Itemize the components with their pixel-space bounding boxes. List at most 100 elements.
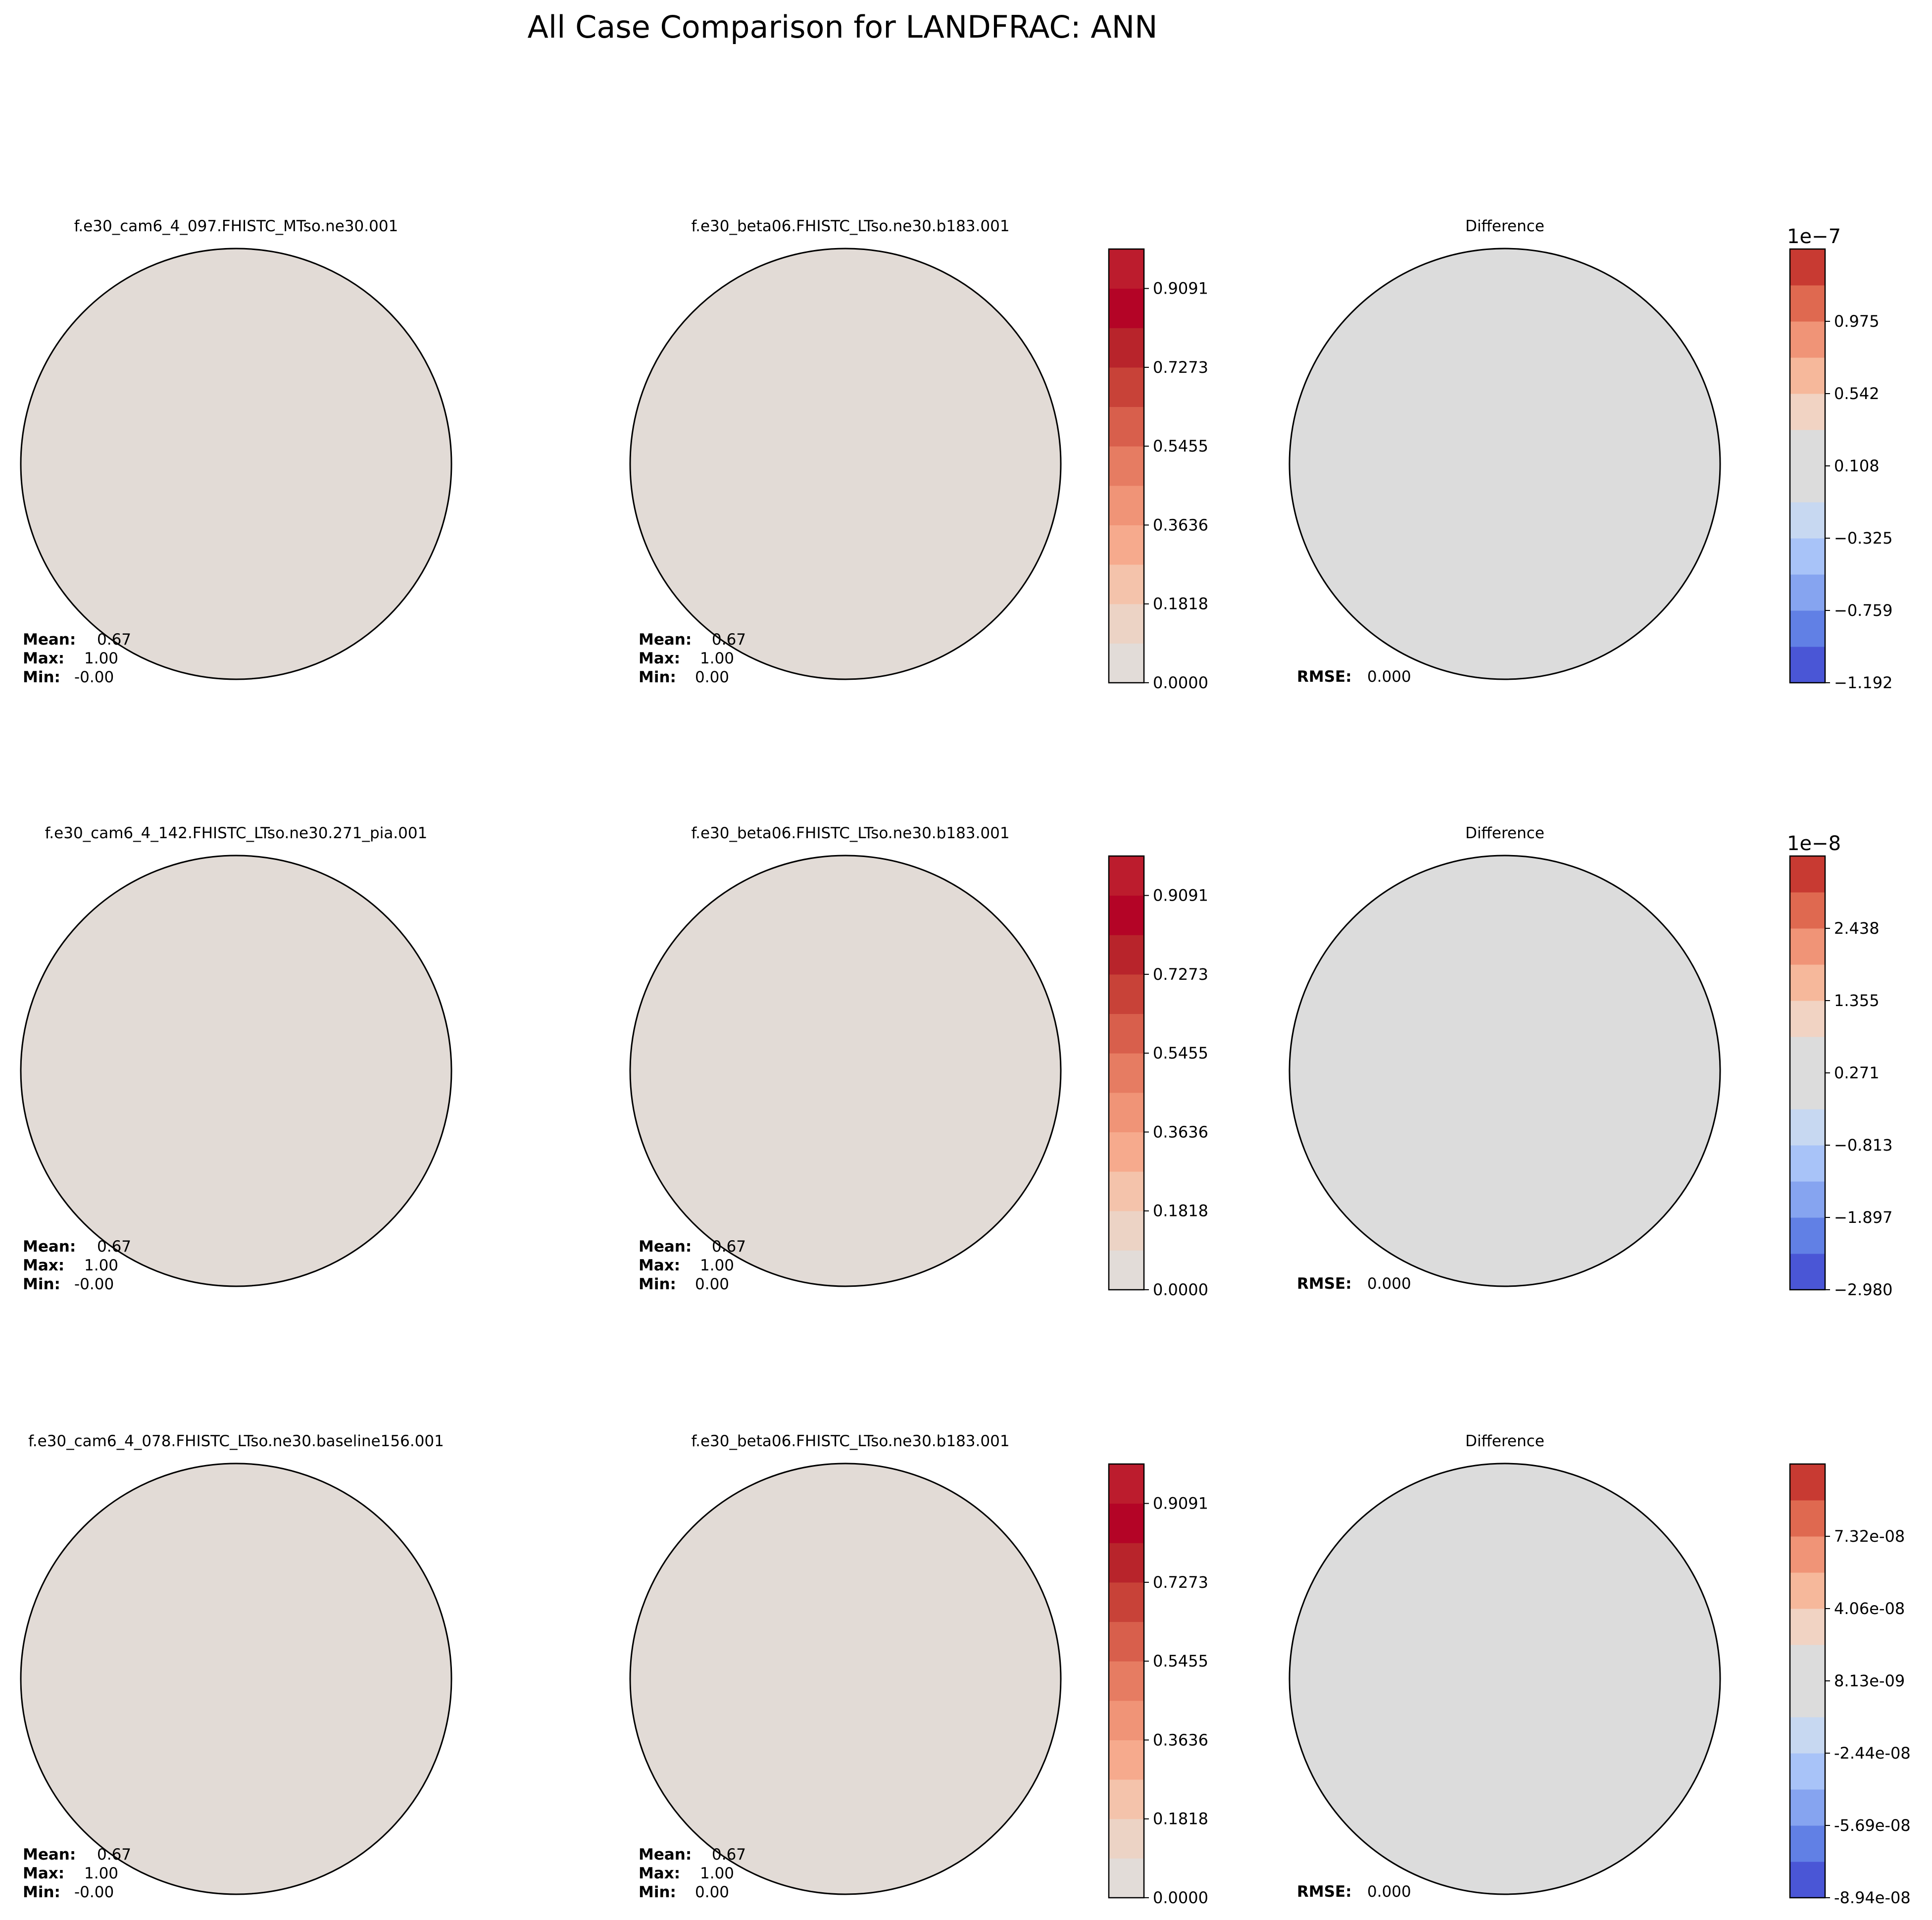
diff-colorbar-tick-label: 0.108	[1834, 456, 1880, 475]
field-colorbar-swatch	[1109, 288, 1144, 328]
field-colorbar-swatch	[1109, 1503, 1144, 1543]
field-colorbar-tick-label: 0.7273	[1153, 358, 1208, 377]
stat-label: Max:	[23, 1257, 64, 1274]
ocean-fill	[1289, 249, 1720, 679]
baseline-case-panel: f.e30_beta06.FHISTC_LTso.ne30.b183.001 Me…	[629, 1432, 1208, 1907]
stat-value: 0.67	[712, 1846, 746, 1864]
diff-colorbar-swatch	[1790, 1217, 1825, 1254]
diff-colorbar-tick-label: −0.325	[1834, 529, 1892, 548]
diff-colorbar-swatch	[1790, 1037, 1825, 1073]
field-colorbar-tick-label: 0.9091	[1153, 886, 1208, 905]
field-colorbar-swatch	[1109, 643, 1144, 683]
field-colorbar-swatch	[1109, 1858, 1144, 1898]
diff-colorbar-swatch	[1790, 1109, 1825, 1146]
diff-colorbar-tick-label: 4.06e-08	[1834, 1599, 1905, 1618]
field-colorbar-tick-label: 0.3636	[1153, 1122, 1208, 1141]
stat-label: Mean:	[23, 631, 76, 649]
diff-colorbar-swatch	[1790, 1145, 1825, 1182]
ocean-fill	[630, 249, 1061, 679]
diff-colorbar-swatch	[1790, 1073, 1825, 1110]
field-colorbar-tick-label: 0.9091	[1153, 1494, 1208, 1513]
map-boundary	[1288, 1463, 1721, 1895]
diff-colorbar-swatch	[1790, 321, 1825, 358]
field-colorbar-swatch	[1109, 1819, 1144, 1859]
panel-row: f.e30_cam6_4_078.FHISTC_LTso.ne30.baseli…	[20, 1432, 1911, 1907]
ocean-fill	[21, 1464, 451, 1894]
stat-label: Max:	[639, 1865, 680, 1882]
diff-colorbar-swatch	[1790, 394, 1825, 430]
map-boundary	[629, 1463, 1062, 1895]
field-colorbar-tick-label: 0.3636	[1153, 1730, 1208, 1749]
map-boundary	[1288, 855, 1721, 1287]
diff-colorbar-tick-label: 2.438	[1834, 919, 1880, 938]
ocean-fill	[1289, 856, 1720, 1286]
diff-colorbar-exponent: 1e−8	[1787, 832, 1841, 855]
diff-colorbar-swatch	[1790, 430, 1825, 466]
map-boundary	[629, 855, 1062, 1287]
field-colorbar-swatch	[1109, 895, 1144, 935]
field-colorbar-tick-label: 0.5455	[1153, 1652, 1208, 1670]
field-colorbar-swatch	[1109, 1779, 1144, 1819]
stat-label: Mean:	[639, 1846, 692, 1864]
map-boundary	[20, 1463, 452, 1895]
stat-label: Max:	[639, 650, 680, 667]
rmse-label: RMSE:	[1297, 1883, 1352, 1901]
stat-label: Max:	[23, 1865, 64, 1882]
field-colorbar-swatch	[1109, 367, 1144, 407]
diff-colorbar-swatch	[1790, 856, 1825, 893]
diff-colorbar-tick-label: 8.13e-09	[1834, 1671, 1905, 1690]
diff-colorbar-tick-label: 0.271	[1834, 1063, 1880, 1082]
diff-colorbar-swatch	[1790, 1789, 1825, 1826]
stat-label: Max:	[639, 1257, 680, 1274]
panel-title: f.e30_cam6_4_142.FHISTC_LTso.ne30.271_pi…	[45, 824, 428, 842]
field-colorbar-frame	[1108, 1463, 1145, 1899]
stat-value: 0.67	[97, 631, 131, 649]
map-boundary	[20, 248, 452, 680]
diff-colorbar-swatch	[1790, 1609, 1825, 1645]
field-colorbar-swatch	[1109, 1250, 1144, 1290]
diff-colorbar-swatch	[1790, 502, 1825, 539]
field-colorbar-tick-label: 0.1818	[1153, 595, 1208, 613]
diff-colorbar-tick-label: -8.94e-08	[1834, 1888, 1911, 1907]
diff-colorbar-tick-label: 0.975	[1834, 312, 1880, 331]
field-colorbar-swatch	[1109, 1661, 1144, 1701]
field-colorbar-swatch	[1109, 1464, 1144, 1504]
map-boundary	[20, 855, 452, 1287]
field-colorbar-tick-label: 0.1818	[1153, 1202, 1208, 1220]
stat-value: -0.00	[74, 1883, 114, 1901]
stat-value: 0.00	[695, 1275, 729, 1293]
diff-colorbar-swatch	[1790, 647, 1825, 683]
field-colorbar-swatch	[1109, 564, 1144, 605]
field-colorbar-tick-label: 0.9091	[1153, 279, 1208, 298]
field-colorbar-swatch	[1109, 935, 1144, 975]
stat-label: Mean:	[639, 631, 692, 649]
diff-colorbar-swatch	[1790, 1254, 1825, 1290]
diff-colorbar-swatch	[1790, 466, 1825, 503]
diff-colorbar-tick-label: 7.32e-08	[1834, 1527, 1905, 1546]
baseline-case-panel: f.e30_beta06.FHISTC_LTso.ne30.b183.001 Me…	[629, 824, 1208, 1299]
field-colorbar-tick-label: 0.7273	[1153, 1573, 1208, 1592]
stat-value: 1.00	[700, 1257, 734, 1274]
diff-colorbar-tick-label: -2.44e-08	[1834, 1744, 1911, 1763]
ocean-fill	[630, 856, 1061, 1286]
rmse-label: RMSE:	[1297, 1275, 1352, 1293]
panel-title: f.e30_beta06.FHISTC_LTso.ne30.b183.001	[691, 1432, 1009, 1450]
stat-value: -0.00	[74, 1275, 114, 1293]
field-colorbar-swatch	[1109, 604, 1144, 644]
field-colorbar-swatch	[1109, 328, 1144, 368]
stat-value: -0.00	[74, 668, 114, 686]
diff-colorbar-swatch	[1790, 1681, 1825, 1718]
ocean-fill	[21, 856, 451, 1286]
stat-label: Min:	[23, 668, 60, 686]
diff-colorbar-swatch	[1790, 1645, 1825, 1681]
diff-colorbar-swatch	[1790, 1825, 1825, 1862]
stat-label: Mean:	[23, 1846, 76, 1864]
diff-colorbar-swatch	[1790, 1717, 1825, 1754]
diff-colorbar-swatch	[1790, 1862, 1825, 1898]
field-colorbar-swatch	[1109, 1171, 1144, 1212]
panel-title: f.e30_beta06.FHISTC_LTso.ne30.b183.001	[691, 217, 1009, 235]
stat-label: Max:	[23, 650, 64, 667]
panel-title: Difference	[1465, 217, 1544, 235]
stat-value: 0.00	[695, 668, 729, 686]
